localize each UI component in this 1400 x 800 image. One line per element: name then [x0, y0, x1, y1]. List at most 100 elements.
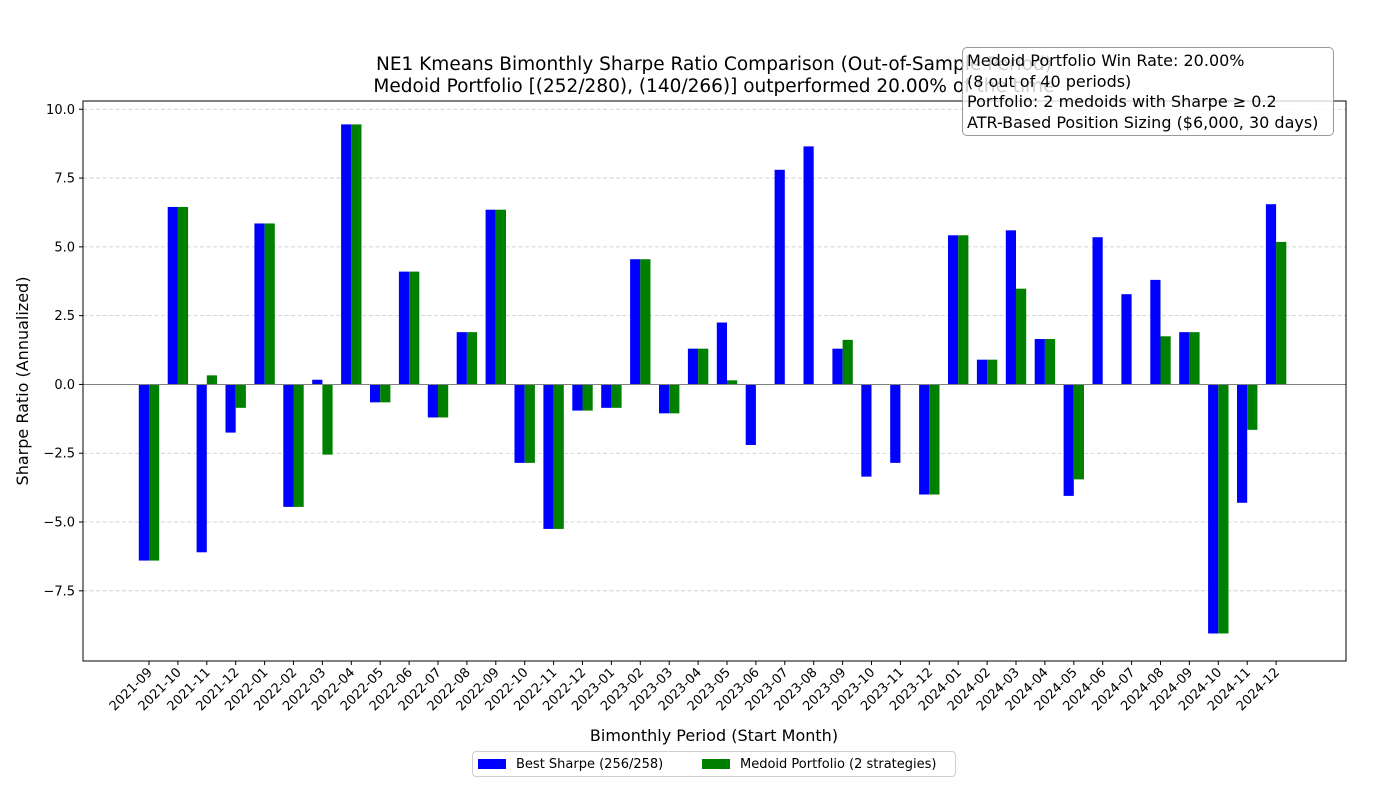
bar-best-2023-11 [890, 384, 901, 463]
bar-medoid-2022-10 [524, 384, 535, 463]
bar-best-2024-05 [1063, 384, 1074, 496]
bar-best-2022-12 [572, 384, 583, 411]
bar-best-2024-11 [1237, 384, 1248, 503]
bar-best-2024-02 [976, 359, 988, 385]
y-axis-label: Sharpe Ratio (Annualized) [13, 277, 32, 486]
bar-best-2022-10 [514, 384, 525, 463]
bar-best-2022-02 [283, 384, 294, 507]
bar-medoid-2022-03 [322, 384, 333, 455]
bar-best-2023-05 [716, 322, 727, 385]
y-tick-label: 0.0 [54, 378, 75, 393]
y-axis-ticks: 10.0 7.5 5.0 2.5 0.0 −2.5 −5.0 −7.5 [43, 103, 83, 599]
bar-medoid-2024-03 [1016, 288, 1027, 385]
bar-best-2021-11 [196, 384, 207, 553]
bar-medoid-2023-05 [727, 380, 738, 385]
bar-best-2022-11 [543, 384, 554, 529]
bar-best-2024-06 [1092, 237, 1103, 385]
bar-medoid-2023-02 [640, 259, 651, 385]
bar-best-2023-02 [630, 259, 641, 385]
bar-medoid-2022-11 [553, 384, 564, 529]
legend-swatch-medoid [702, 759, 730, 769]
plot-frame [82, 100, 1347, 662]
x-axis-ticks: 2021-092021-102021-112021-122022-012022-… [107, 661, 1283, 714]
info-line-win-rate: Medoid Portfolio Win Rate: 20.00% [967, 51, 1245, 70]
legend-item-best: Best Sharpe (256/258) [478, 752, 663, 776]
legend-item-medoid: Medoid Portfolio (2 strategies) [702, 752, 937, 776]
bar-best-2022-07 [427, 384, 438, 418]
bar-medoid-2022-04 [351, 124, 362, 385]
legend-swatch-best [478, 759, 506, 769]
bar-medoid-2021-10 [177, 206, 189, 385]
legend-label-medoid: Medoid Portfolio (2 strategies) [740, 756, 937, 772]
bar-medoid-2024-02 [987, 359, 998, 385]
bar-best-2024-10 [1208, 384, 1219, 634]
win-rate-info-box: Medoid Portfolio Win Rate: 20.00% (8 out… [962, 47, 1334, 136]
bar-best-2022-04 [341, 124, 352, 385]
bar-medoid-2022-06 [409, 271, 420, 385]
bar-medoid-2024-12 [1276, 241, 1287, 385]
bar-medoid-2024-01 [958, 235, 969, 385]
y-tick-label: 7.5 [54, 172, 75, 187]
bar-best-2023-09 [832, 348, 843, 385]
bar-best-2022-08 [456, 332, 467, 385]
bar-best-2024-03 [1005, 230, 1016, 385]
info-line-sizing: ATR-Based Position Sizing ($6,000, 30 da… [967, 112, 1319, 132]
bar-medoid-2021-12 [235, 384, 246, 408]
bar-medoid-2022-01 [264, 223, 275, 385]
bar-best-2023-08 [803, 146, 814, 385]
bar-best-2024-08 [1150, 279, 1161, 385]
bar-best-2021-12 [225, 384, 236, 433]
bar-best-2022-01 [254, 223, 265, 385]
bar-best-2022-06 [398, 271, 410, 385]
y-tick-label: 5.0 [54, 240, 75, 255]
bar-best-2024-09 [1179, 332, 1190, 385]
bar-medoid-2024-11 [1247, 384, 1258, 430]
bar-best-2024-12 [1265, 204, 1277, 385]
bar-best-2024-04 [1034, 339, 1045, 385]
bar-best-2022-05 [370, 384, 381, 403]
bar-medoid-2022-05 [380, 384, 391, 403]
x-axis-label: Bimonthly Period (Start Month) [590, 726, 838, 745]
legend-label-best: Best Sharpe (256/258) [516, 756, 664, 772]
info-line-periods: (8 out of 40 periods) [967, 71, 1132, 91]
bar-medoid-2022-12 [582, 384, 593, 411]
bar-best-2024-01 [948, 235, 959, 385]
bar-best-2023-10 [861, 384, 872, 477]
bar-medoid-2024-05 [1073, 384, 1084, 480]
bar-best-2023-06 [745, 384, 756, 445]
bar-best-2024-07 [1121, 294, 1132, 385]
bar-medoid-2023-09 [842, 339, 853, 385]
bar-medoid-2024-09 [1189, 332, 1200, 385]
bar-medoid-2024-08 [1160, 336, 1171, 385]
bar-medoid-2024-04 [1044, 339, 1056, 385]
bar-best-2023-12 [919, 384, 930, 495]
bar-best-2022-03 [312, 379, 323, 385]
bar-medoid-2023-04 [698, 348, 709, 385]
bars [138, 124, 1287, 634]
chart-title-line1: NE1 Kmeans Bimonthly Sharpe Ratio Compar… [376, 54, 1052, 75]
y-tick-label: −2.5 [43, 447, 75, 462]
bar-best-2023-07 [774, 169, 785, 385]
chart-legend: Best Sharpe (256/258) Medoid Portfolio (… [472, 751, 956, 777]
y-tick-label: 2.5 [54, 309, 75, 324]
bar-medoid-2022-07 [438, 384, 449, 418]
bar-medoid-2022-09 [495, 209, 506, 385]
bar-best-2023-04 [687, 348, 699, 385]
bar-best-2023-03 [659, 384, 670, 414]
bar-best-2021-10 [167, 206, 178, 385]
bar-medoid-2023-01 [611, 384, 622, 408]
y-tick-label: −5.0 [43, 516, 75, 531]
bar-medoid-2023-03 [669, 384, 680, 414]
chart-title-line2: Medoid Portfolio [(252/280), (140/266)] … [373, 76, 1054, 97]
bar-best-2021-09 [138, 384, 149, 561]
y-tick-label: 10.0 [46, 103, 75, 118]
bar-best-2023-01 [601, 384, 612, 408]
bar-medoid-2021-09 [149, 384, 160, 561]
bar-medoid-2023-12 [929, 384, 940, 495]
bar-medoid-2024-10 [1218, 384, 1229, 634]
bar-medoid-2022-02 [293, 384, 304, 507]
bar-best-2022-09 [485, 209, 496, 385]
bar-medoid-2022-08 [466, 332, 478, 385]
y-tick-label: −7.5 [43, 584, 75, 599]
